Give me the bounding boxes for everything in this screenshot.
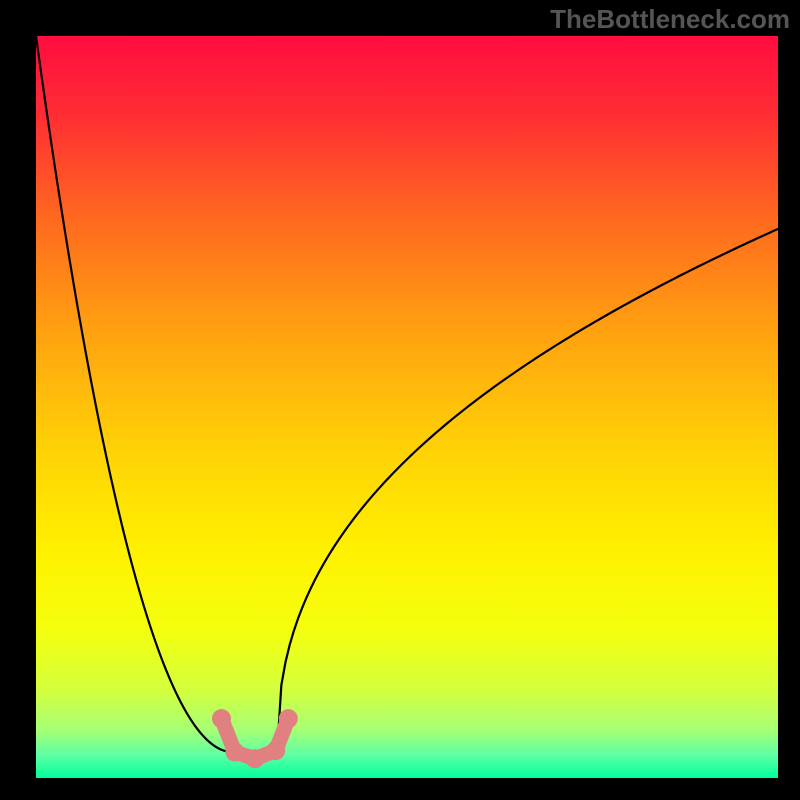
bottom-mark-dot [266,741,285,760]
gradient-background [36,36,778,778]
bottom-mark-dot [225,743,244,762]
watermark: TheBottleneck.com [550,4,790,35]
bottom-mark-dot [212,709,231,728]
chart-container: TheBottleneck.com [0,0,800,800]
bottom-mark-dot [245,749,264,768]
bottom-mark-dot [279,709,298,728]
plot-area [36,36,778,778]
